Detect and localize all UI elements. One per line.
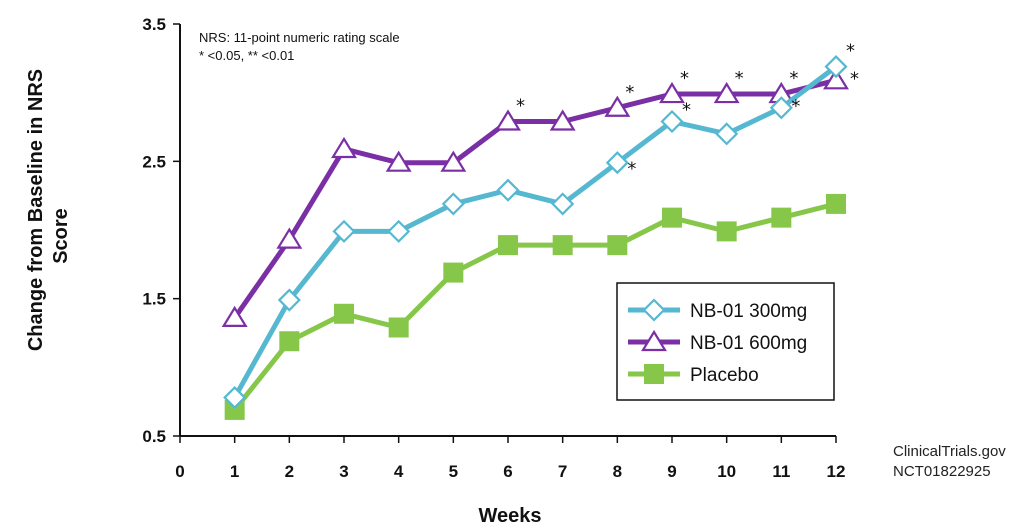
x-tick-label: 3	[339, 462, 348, 481]
significance-star: *	[846, 41, 855, 62]
legend: NB-01 300mg NB-01 600mg Placebo	[616, 282, 835, 401]
data-point-nb-01-300mg	[223, 385, 247, 410]
data-point-nb-01-300mg	[660, 109, 684, 134]
x-tick-label: 5	[449, 462, 458, 481]
significance-star: *	[680, 68, 689, 89]
series-line-nb-01-600mg	[232, 77, 837, 320]
significance-star: *	[789, 68, 798, 89]
legend-label: Placebo	[690, 365, 759, 386]
y-tick-label: 1.5	[142, 290, 166, 309]
data-point-placebo	[826, 193, 846, 214]
data-point-nb-01-300mg	[715, 122, 739, 146]
data-point-nb-01-300mg	[496, 178, 520, 202]
data-point-placebo	[498, 235, 518, 256]
legend-item-nb-01-600mg: NB-01 600mg	[628, 329, 807, 354]
legend-label: NB-01 600mg	[690, 333, 807, 354]
source-line-1: ClinicalTrials.gov	[893, 443, 1006, 460]
y-tick-label: 2.5	[142, 152, 166, 171]
data-point-nb-01-300mg	[332, 219, 356, 243]
data-point-placebo	[716, 221, 737, 242]
x-tick-label: 9	[667, 462, 676, 481]
x-tick-label: 7	[558, 462, 567, 481]
data-point-placebo	[388, 317, 409, 338]
data-point-placebo	[224, 399, 245, 420]
legend-swatch-marker	[641, 329, 667, 352]
legend-swatch-marker	[644, 364, 664, 384]
series-layer	[221, 55, 849, 420]
note-line-1: NRS: 11-point numeric rating scale	[199, 30, 400, 45]
data-point-nb-01-300mg	[769, 96, 793, 120]
legend-label: NB-01 300mg	[690, 301, 807, 322]
x-tick-label: 2	[285, 462, 294, 481]
x-axis-title: Weeks	[478, 505, 541, 527]
data-point-placebo	[607, 235, 628, 256]
data-point-placebo	[662, 207, 682, 228]
x-tick-label: 1	[230, 462, 239, 481]
data-point-nb-01-300mg	[277, 288, 301, 312]
data-point-nb-01-300mg	[387, 219, 411, 243]
significance-star: *	[625, 82, 634, 103]
x-tick-label: 10	[717, 462, 736, 481]
data-point-placebo	[771, 207, 792, 228]
data-point-nb-01-600mg	[549, 109, 576, 131]
data-point-nb-01-300mg	[605, 151, 629, 175]
series-nb-01-300mg	[223, 55, 848, 410]
legend-swatch-marker	[642, 298, 666, 322]
y-tick-label: 3.5	[142, 15, 166, 34]
data-point-placebo	[552, 235, 573, 256]
data-point-nb-01-600mg	[823, 68, 849, 90]
x-tick-label: 12	[827, 462, 846, 481]
data-point-nb-01-600mg	[385, 150, 412, 172]
data-point-nb-01-600mg	[659, 81, 685, 104]
data-point-nb-01-600mg	[440, 150, 467, 172]
y-axis-title: Change from Baseline in NRS Score	[25, 69, 72, 351]
significance-star: *	[516, 96, 525, 117]
x-tick-label: 8	[613, 462, 622, 481]
legend-item-placebo: Placebo	[628, 364, 759, 386]
significance-star: *	[791, 96, 800, 117]
series-line-nb-01-300mg	[232, 64, 838, 399]
data-point-placebo	[279, 331, 300, 352]
data-point-nb-01-300mg	[441, 192, 465, 216]
data-point-nb-01-600mg	[331, 136, 357, 159]
y-axis-title-line-2: Score	[50, 208, 72, 264]
series-nb-01-600mg	[221, 68, 849, 327]
data-point-nb-01-300mg	[824, 55, 848, 79]
data-point-nb-01-600mg	[276, 227, 303, 249]
x-tick-label: 11	[772, 462, 790, 481]
ticks: 0 1 2 3 4 5 6 7 8 9 10 11 120.51.52.53.5	[142, 15, 845, 481]
data-point-nb-01-600mg	[495, 109, 521, 131]
significance-star: *	[850, 68, 859, 89]
source-note: ClinicalTrials.gov NCT01822925	[893, 443, 1006, 480]
data-point-placebo	[443, 262, 464, 283]
x-tick-label: 6	[503, 462, 512, 481]
y-tick-label: 0.5	[142, 427, 166, 446]
note-line-2: * <0.05, ** <0.01	[199, 48, 294, 63]
x-tick-label: 0	[175, 462, 184, 481]
x-tick-label: 4	[394, 462, 404, 481]
legend-item-nb-01-300mg: NB-01 300mg	[628, 298, 807, 322]
significance-markers: * * * * * * * * * *	[516, 41, 859, 180]
y-axis-title-line-1: Change from Baseline in NRS	[25, 69, 47, 351]
chart-notes: NRS: 11-point numeric rating scale * <0.…	[199, 30, 400, 63]
data-point-nb-01-600mg	[221, 305, 248, 327]
significance-star: *	[735, 68, 744, 89]
data-point-nb-01-600mg	[713, 81, 740, 104]
data-point-nb-01-300mg	[551, 192, 575, 216]
series-placebo	[224, 193, 846, 420]
significance-star: *	[627, 159, 636, 180]
data-point-placebo	[334, 303, 354, 324]
significance-star: *	[682, 100, 691, 121]
data-point-nb-01-600mg	[604, 95, 631, 117]
source-line-2: NCT01822925	[893, 463, 991, 480]
